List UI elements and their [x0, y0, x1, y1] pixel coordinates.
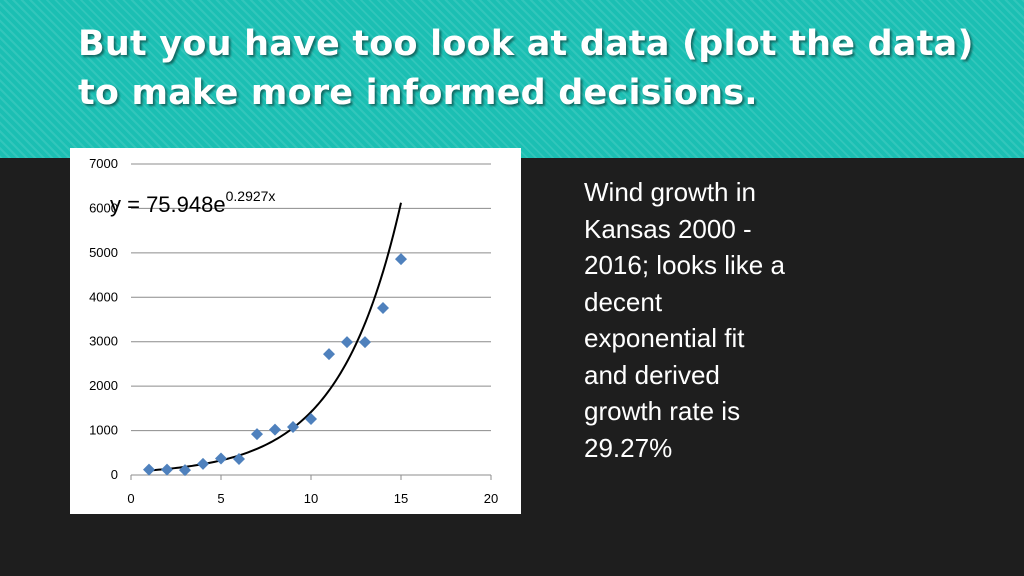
- chart-panel: 0 1000 2000 3000 4000 5000 6000 7000 0 5 10 15 20 y…: [70, 148, 521, 514]
- trendline-equation: y = 75.948e0.2927x: [110, 188, 275, 217]
- y-tick-label: 5000: [89, 245, 118, 260]
- data-point: [215, 452, 227, 465]
- data-point: [233, 453, 245, 466]
- data-point: [305, 413, 317, 426]
- data-point: [143, 463, 155, 476]
- title-banner: But you have too look at data (plot the …: [0, 0, 1024, 158]
- y-tick-label: 6000: [89, 200, 118, 215]
- data-point: [323, 348, 335, 361]
- data-point: [287, 421, 299, 434]
- data-point: [269, 423, 281, 436]
- equation-exponent: 0.2927x: [226, 188, 276, 204]
- data-point: [161, 463, 173, 476]
- x-tick-label: 10: [304, 491, 318, 506]
- x-axis-ticks: 0 5 10 15 20: [127, 475, 498, 506]
- x-tick-label: 5: [217, 491, 224, 506]
- slide-description: Wind growth in Kansas 2000 - 2016; looks…: [584, 177, 785, 463]
- x-tick-label: 20: [484, 491, 498, 506]
- y-tick-label: 7000: [89, 156, 118, 171]
- data-point: [395, 253, 407, 266]
- scatter-chart: 0 1000 2000 3000 4000 5000 6000 7000 0 5 10 15 20 y…: [89, 156, 498, 506]
- data-point: [341, 336, 353, 349]
- x-tick-label: 15: [394, 491, 408, 506]
- y-tick-label: 0: [111, 467, 118, 482]
- y-axis-ticks: 0 1000 2000 3000 4000 5000 6000 7000: [89, 156, 118, 482]
- data-point: [197, 457, 209, 470]
- trendline: [148, 202, 402, 472]
- y-tick-label: 1000: [89, 423, 118, 438]
- x-tick-label: 0: [127, 491, 134, 506]
- slide-title: But you have too look at data (plot the …: [78, 24, 974, 113]
- data-point: [251, 428, 263, 441]
- data-points: [143, 253, 407, 477]
- y-tick-label: 3000: [89, 334, 118, 349]
- equation-base: y = 75.948e: [110, 192, 226, 217]
- data-point: [179, 464, 191, 477]
- y-tick-label: 4000: [89, 289, 118, 304]
- data-point: [359, 336, 371, 349]
- chart-gridlines: [131, 163, 491, 432]
- data-point: [377, 301, 389, 314]
- y-tick-label: 2000: [89, 378, 118, 393]
